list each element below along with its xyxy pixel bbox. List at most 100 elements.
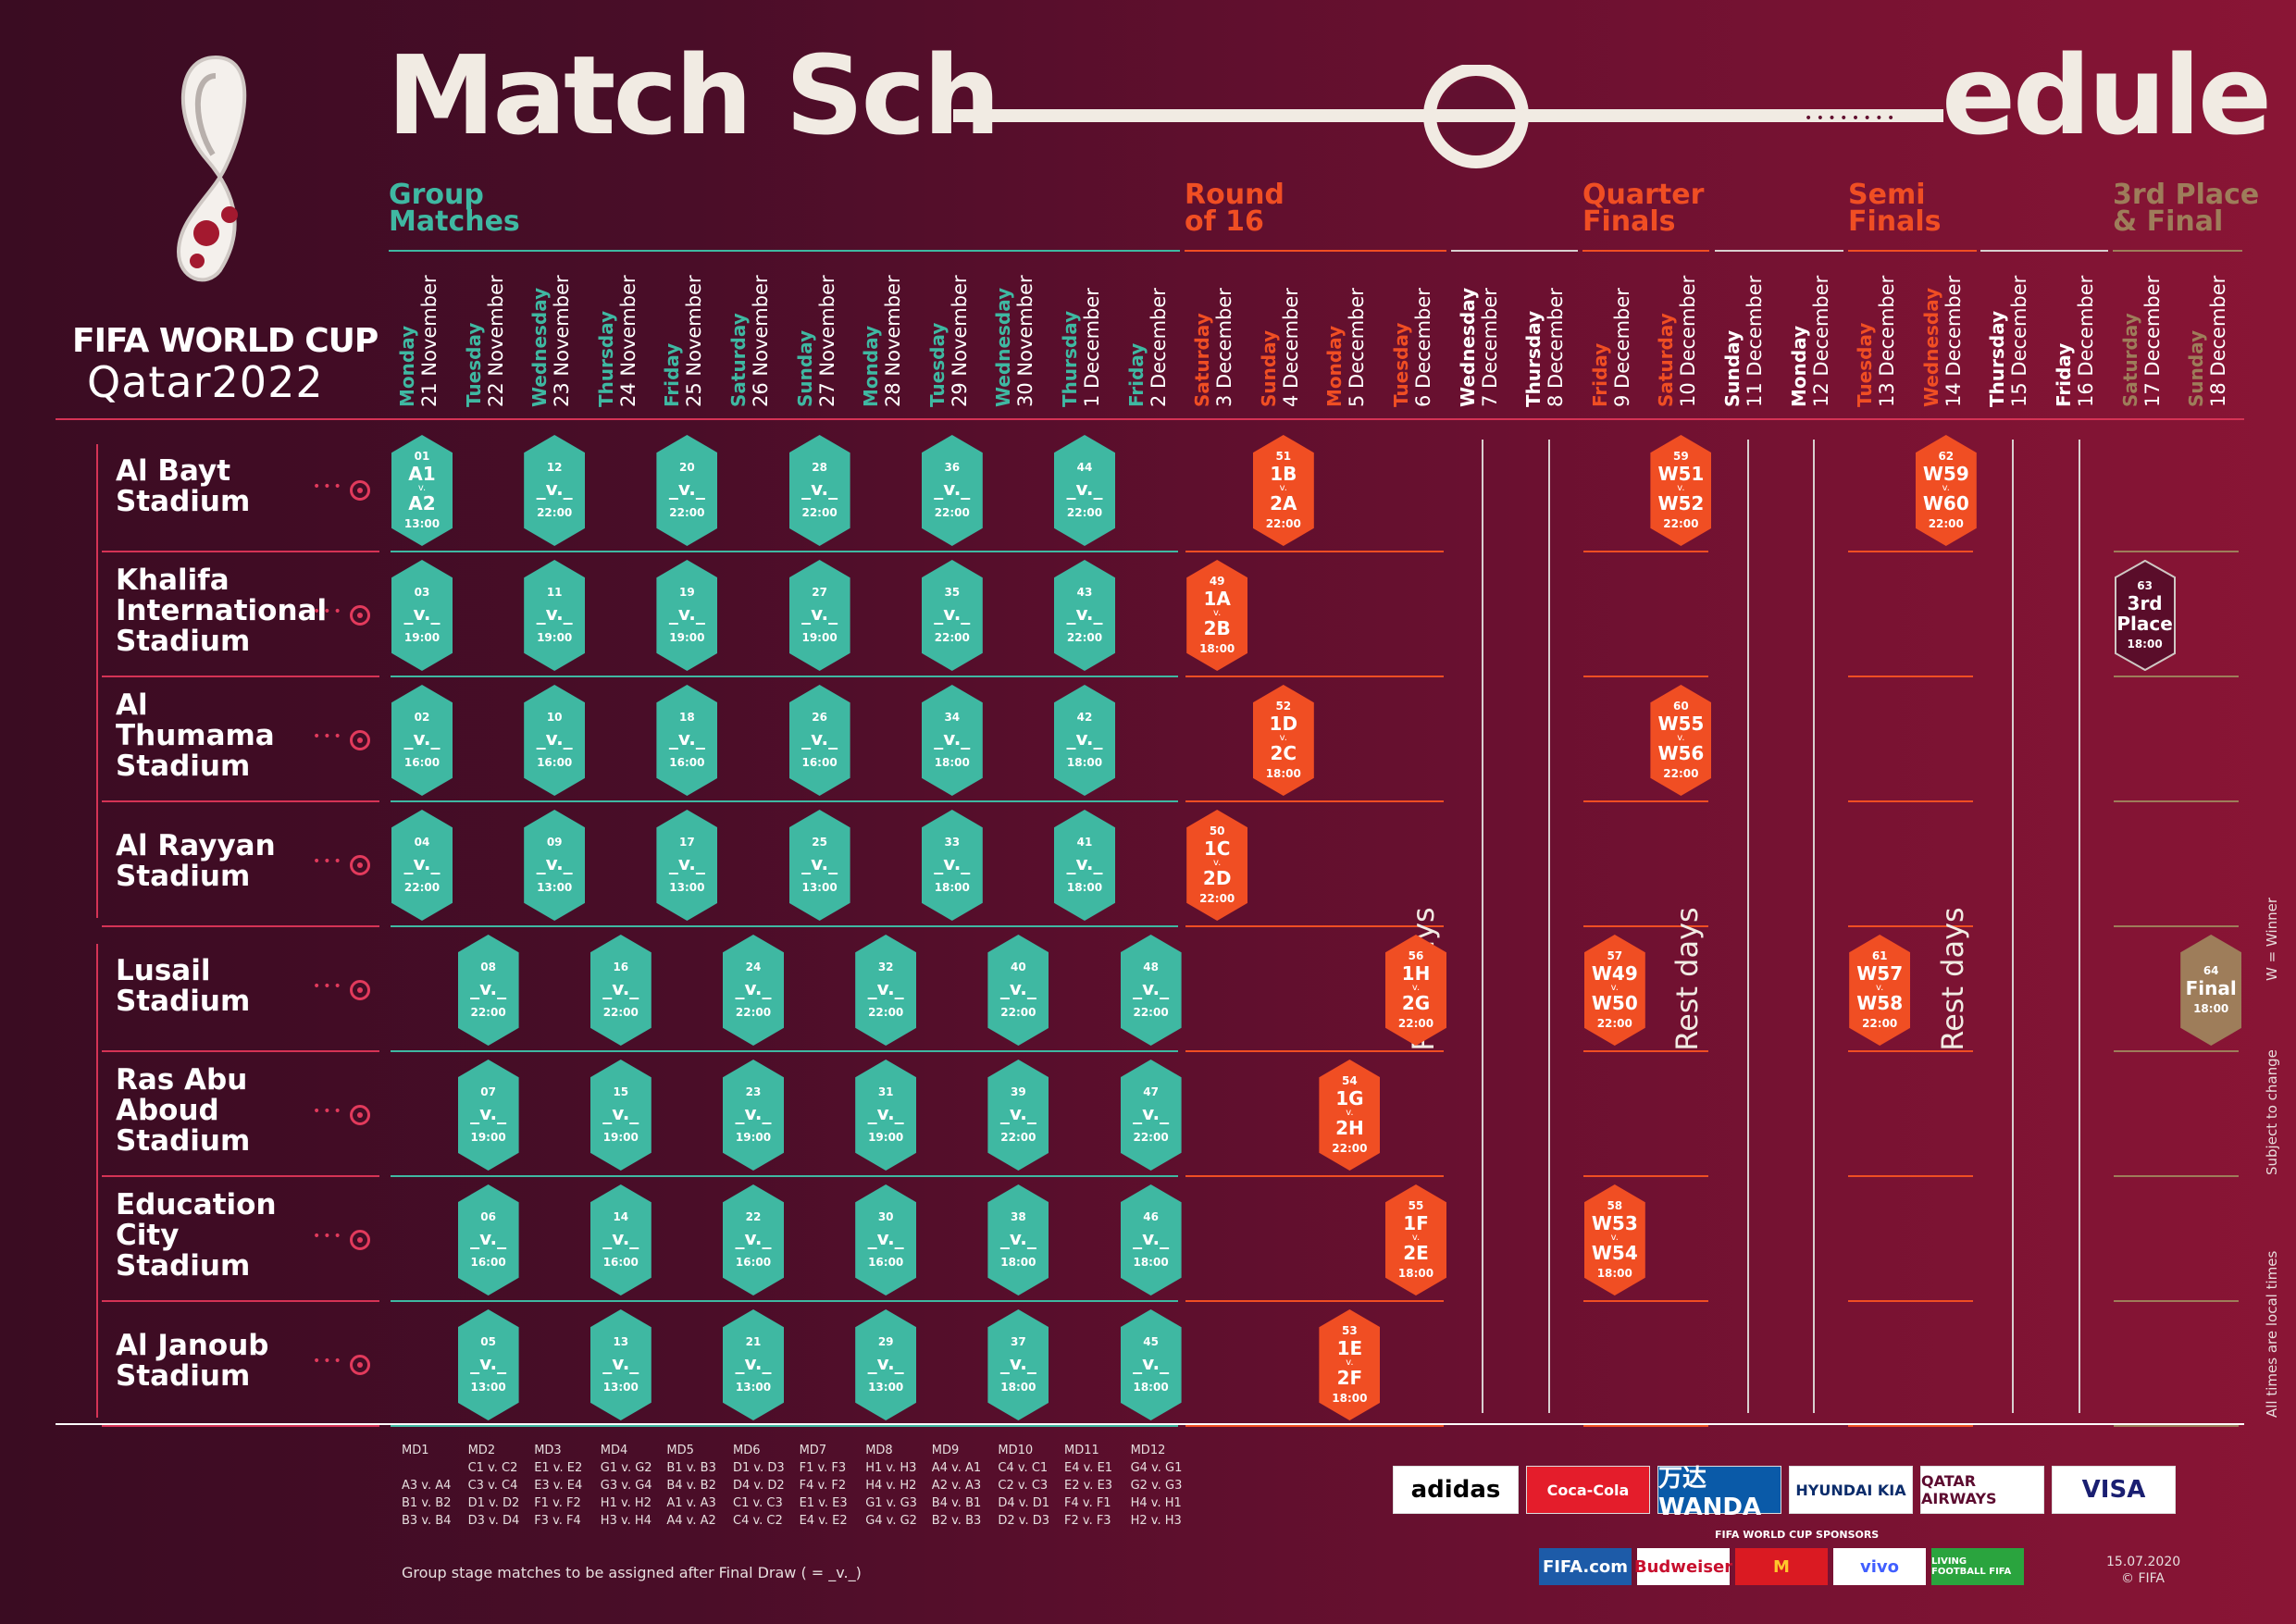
match-number: 15	[613, 1085, 629, 1098]
match-18[interactable]: 18 _v._ 16:00	[656, 685, 718, 796]
match-50[interactable]: 50 1C v. 2D 22:00	[1186, 810, 1248, 921]
match-64[interactable]: 64 Final 18:00	[2180, 935, 2242, 1046]
day-date: 17 December	[2141, 275, 2164, 407]
match-29[interactable]: 29 _v._ 13:00	[855, 1309, 917, 1420]
kickoff-time: 22:00	[735, 1006, 772, 1019]
match-52[interactable]: 52 1D v. 2C 18:00	[1252, 685, 1314, 796]
kickoff-time: 16:00	[403, 756, 441, 769]
match-24[interactable]: 24 _v._ 22:00	[723, 935, 784, 1046]
match-06[interactable]: 06 _v._ 16:00	[457, 1184, 519, 1295]
match-49[interactable]: 49 1A v. 2B 18:00	[1186, 560, 1248, 671]
row-rule	[1185, 1050, 1444, 1052]
match-31[interactable]: 31 _v._ 19:00	[855, 1060, 917, 1171]
match-number: 25	[812, 836, 827, 849]
match-19[interactable]: 19 _v._ 19:00	[656, 560, 718, 671]
versus: v.	[1279, 733, 1287, 743]
match-08[interactable]: 08 _v._ 22:00	[457, 935, 519, 1046]
match-46[interactable]: 46 _v._ 18:00	[1120, 1184, 1182, 1295]
match-04[interactable]: 04 _v._ 22:00	[391, 810, 453, 921]
match-placeholder: _v._	[867, 1352, 904, 1374]
day-date: 22 November	[484, 275, 507, 407]
match-44[interactable]: 44 _v._ 22:00	[1054, 435, 1115, 546]
match-number: 06	[480, 1210, 496, 1223]
day-name: Sunday	[1721, 329, 1744, 407]
match-32[interactable]: 32 _v._ 22:00	[855, 935, 917, 1046]
match-12[interactable]: 12 _v._ 22:00	[524, 435, 586, 546]
match-number: 35	[944, 586, 961, 599]
sponsor-logo: FIFA.com	[1539, 1548, 1632, 1585]
date-header-22: Monday 12 December	[1788, 245, 1845, 407]
match-27[interactable]: 27 _v._ 19:00	[788, 560, 850, 671]
match-34[interactable]: 34 _v._ 18:00	[921, 685, 983, 796]
match-14[interactable]: 14 _v._ 16:00	[590, 1184, 652, 1295]
match-05[interactable]: 05 _v._ 13:00	[457, 1309, 519, 1420]
match-17[interactable]: 17 _v._ 13:00	[656, 810, 718, 921]
match-42[interactable]: 42 _v._ 18:00	[1054, 685, 1115, 796]
match-59[interactable]: 59 W51 v. W52 22:00	[1650, 435, 1712, 546]
match-51[interactable]: 51 1B v. 2A 22:00	[1252, 435, 1314, 546]
row-rule	[1848, 551, 1974, 552]
match-number: 18	[679, 711, 695, 724]
match-57[interactable]: 57 W49 v. W50 22:00	[1583, 935, 1645, 1046]
match-21[interactable]: 21 _v._ 13:00	[723, 1309, 784, 1420]
match-53[interactable]: 53 1E v. 2F 18:00	[1319, 1309, 1381, 1420]
kickoff-time: 22:00	[1332, 1142, 1368, 1155]
match-26[interactable]: 26 _v._ 16:00	[788, 685, 850, 796]
match-38[interactable]: 38 _v._ 18:00	[987, 1184, 1049, 1295]
football-icon	[350, 854, 370, 875]
match-number: 40	[1011, 961, 1026, 973]
match-54[interactable]: 54 1G v. 2H 22:00	[1319, 1060, 1381, 1171]
match-28[interactable]: 28 _v._ 22:00	[788, 435, 850, 546]
match-62[interactable]: 62 W59 v. W60 22:00	[1915, 435, 1977, 546]
kickoff-time: 18:00	[1332, 1392, 1368, 1405]
match-16[interactable]: 16 _v._ 22:00	[590, 935, 652, 1046]
match-48[interactable]: 48 _v._ 22:00	[1120, 935, 1182, 1046]
match-56[interactable]: 56 1H v. 2G 22:00	[1385, 935, 1446, 1046]
match-60[interactable]: 60 W55 v. W56 22:00	[1650, 685, 1712, 796]
match-23[interactable]: 23 _v._ 19:00	[723, 1060, 784, 1171]
kickoff-time: 18:00	[2193, 1002, 2229, 1015]
match-02[interactable]: 02 _v._ 16:00	[391, 685, 453, 796]
match-11[interactable]: 11 _v._ 19:00	[524, 560, 586, 671]
match-45[interactable]: 45 _v._ 18:00	[1120, 1309, 1182, 1420]
row-rule	[1582, 1050, 1708, 1052]
match-20[interactable]: 20 _v._ 22:00	[656, 435, 718, 546]
match-47[interactable]: 47 _v._ 22:00	[1120, 1060, 1182, 1171]
row-rule	[391, 676, 1179, 677]
match-13[interactable]: 13 _v._ 13:00	[590, 1309, 652, 1420]
match-61[interactable]: 61 W57 v. W58 22:00	[1849, 935, 1911, 1046]
match-number: 37	[1011, 1335, 1026, 1348]
match-01[interactable]: 01 A1 v. A2 13:00	[391, 435, 453, 546]
match-25[interactable]: 25 _v._ 13:00	[788, 810, 850, 921]
match-40[interactable]: 40 _v._ 22:00	[987, 935, 1049, 1046]
match-36[interactable]: 36 _v._ 22:00	[921, 435, 983, 546]
match-55[interactable]: 55 1F v. 2E 18:00	[1385, 1184, 1446, 1295]
kickoff-time: 22:00	[1862, 1017, 1898, 1030]
matchday-4: MD4 G1 v. G2 G3 v. G4 H1 v. H2 H3 v. H4	[600, 1444, 652, 1528]
match-39[interactable]: 39 _v._ 22:00	[987, 1060, 1049, 1171]
match-07[interactable]: 07 _v._ 19:00	[457, 1060, 519, 1171]
match-03[interactable]: 03 _v._ 19:00	[391, 560, 453, 671]
match-30[interactable]: 30 _v._ 16:00	[855, 1184, 917, 1295]
match-number: 59	[1673, 450, 1689, 463]
match-number: 54	[1342, 1074, 1358, 1087]
match-number: 48	[1143, 961, 1159, 973]
match-10[interactable]: 10 _v._ 16:00	[524, 685, 586, 796]
match-35[interactable]: 35 _v._ 22:00	[921, 560, 983, 671]
versus: v.	[1213, 608, 1222, 618]
match-37[interactable]: 37 _v._ 18:00	[987, 1309, 1049, 1420]
match-63[interactable]: 63 3rd Place 18:00	[2114, 560, 2176, 671]
match-15[interactable]: 15 _v._ 19:00	[590, 1060, 652, 1171]
day-date: 23 November	[551, 275, 574, 407]
match-43[interactable]: 43 _v._ 22:00	[1054, 560, 1115, 671]
date-header-20: Saturday 10 December	[1655, 245, 1712, 407]
match-22[interactable]: 22 _v._ 16:00	[723, 1184, 784, 1295]
match-41[interactable]: 41 _v._ 18:00	[1054, 810, 1115, 921]
row-rule	[2113, 676, 2239, 677]
match-58[interactable]: 58 W53 v. W54 18:00	[1583, 1184, 1645, 1295]
match-09[interactable]: 09 _v._ 13:00	[524, 810, 586, 921]
rest-day-rule	[2078, 440, 2080, 1413]
match-placeholder: _v._	[602, 1227, 639, 1249]
match-33[interactable]: 33 _v._ 18:00	[921, 810, 983, 921]
kickoff-time: 22:00	[1663, 767, 1699, 780]
